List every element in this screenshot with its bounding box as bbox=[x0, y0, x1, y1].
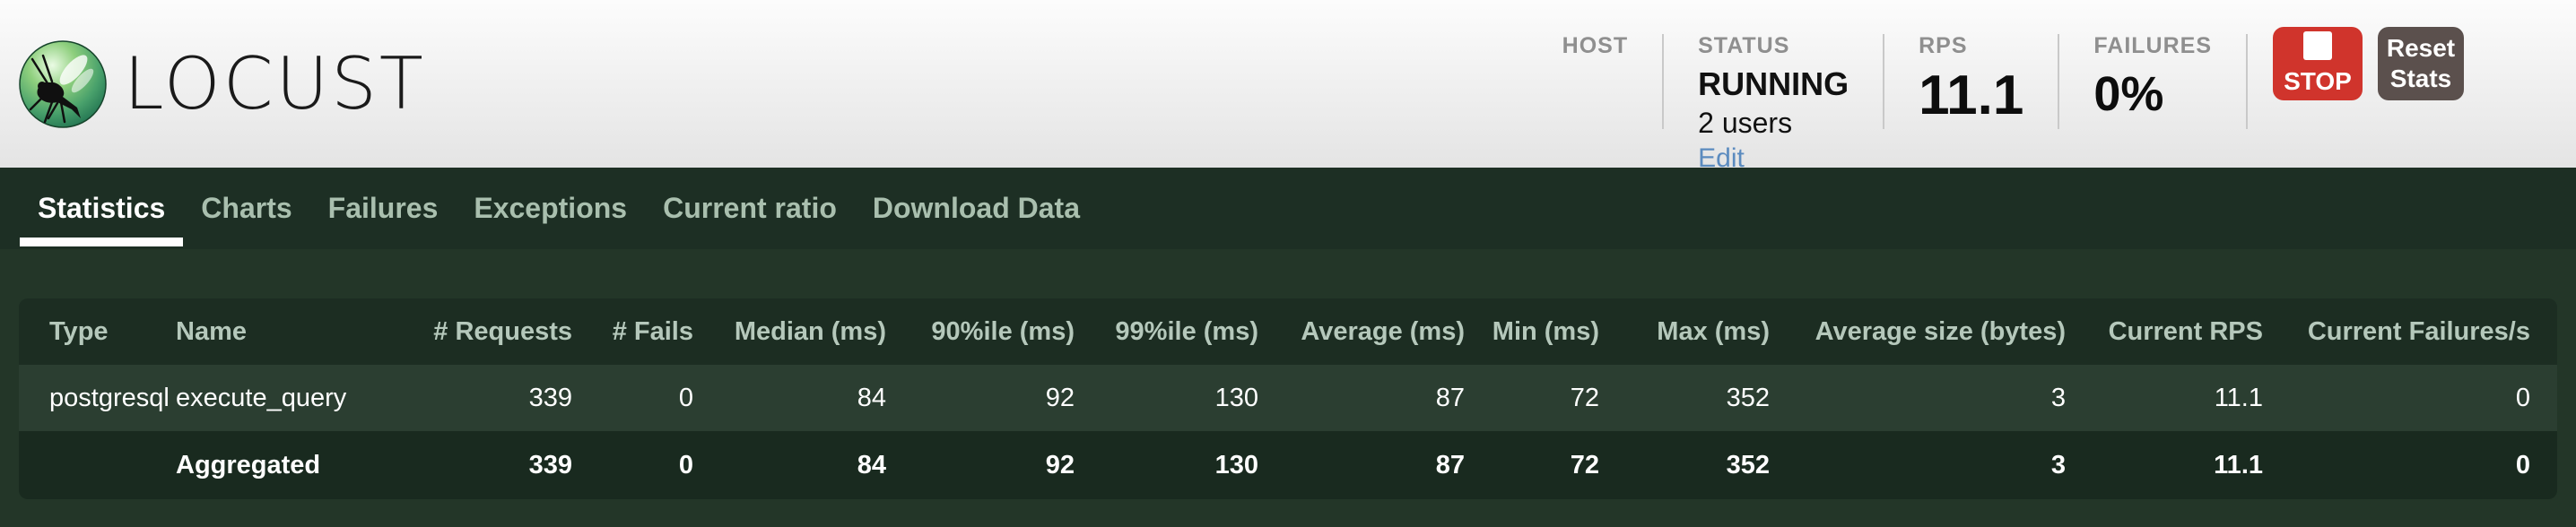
col-header-90ile[interactable]: 90%ile (ms) bbox=[902, 298, 1091, 365]
user-count: 2 users bbox=[1698, 107, 1793, 140]
stats-table-container: Type Name # Requests # Fails Median (ms)… bbox=[19, 298, 2557, 499]
col-header-avg-size[interactable]: Average size (bytes) bbox=[1786, 298, 2082, 365]
host-label: HOST bbox=[1562, 33, 1629, 58]
status-box: STATUS RUNNING 2 users Edit bbox=[1664, 33, 1883, 174]
main-nav: Statistics Charts Failures Exceptions Cu… bbox=[0, 168, 2576, 249]
col-header-name[interactable]: Name bbox=[176, 298, 405, 365]
cell-max: 352 bbox=[1615, 431, 1786, 499]
stop-icon bbox=[2303, 30, 2332, 60]
statistics-page: Type Name # Requests # Fails Median (ms)… bbox=[0, 249, 2576, 527]
cell-name: Aggregated bbox=[176, 431, 405, 499]
tab-exceptions[interactable]: Exceptions bbox=[474, 192, 628, 224]
stats-table: Type Name # Requests # Fails Median (ms)… bbox=[19, 298, 2557, 499]
cell-median: 84 bbox=[709, 365, 902, 431]
cell-current-failures: 0 bbox=[2279, 365, 2557, 431]
col-header-current-failures[interactable]: Current Failures/s bbox=[2279, 298, 2557, 365]
cell-avg-size: 3 bbox=[1786, 365, 2082, 431]
cell-99ile: 130 bbox=[1091, 431, 1275, 499]
cell-99ile: 130 bbox=[1091, 365, 1275, 431]
action-buttons: STOP Reset Stats bbox=[2248, 27, 2464, 100]
rps-label: RPS bbox=[1919, 33, 1968, 58]
cell-type: postgresql bbox=[19, 365, 176, 431]
run-info-panel: HOST STATUS RUNNING 2 users Edit RPS 11.… bbox=[1528, 0, 2576, 173]
col-header-max[interactable]: Max (ms) bbox=[1615, 298, 1786, 365]
locust-logo-link[interactable]: LOCUST bbox=[18, 39, 426, 129]
cell-average: 87 bbox=[1275, 431, 1481, 499]
cell-average: 87 bbox=[1275, 365, 1481, 431]
tab-current-ratio[interactable]: Current ratio bbox=[663, 192, 837, 224]
cell-name: execute_query bbox=[176, 365, 405, 431]
failures-value: 0% bbox=[2093, 66, 2164, 121]
cell-avg-size: 3 bbox=[1786, 431, 2082, 499]
col-header-type[interactable]: Type bbox=[19, 298, 176, 365]
cell-requests: 339 bbox=[405, 431, 588, 499]
col-header-99ile[interactable]: 99%ile (ms) bbox=[1091, 298, 1275, 365]
cell-fails: 0 bbox=[588, 431, 709, 499]
tab-failures[interactable]: Failures bbox=[327, 192, 439, 224]
rps-box: RPS 11.1 bbox=[1884, 33, 2058, 126]
tab-charts[interactable]: Charts bbox=[201, 192, 292, 224]
divider bbox=[2246, 34, 2248, 129]
table-header-row: Type Name # Requests # Fails Median (ms)… bbox=[19, 298, 2557, 365]
cell-requests: 339 bbox=[405, 365, 588, 431]
cell-fails: 0 bbox=[588, 365, 709, 431]
cell-90ile: 92 bbox=[902, 365, 1091, 431]
cell-current-failures: 0 bbox=[2279, 431, 2557, 499]
cell-current-rps: 11.1 bbox=[2082, 431, 2279, 499]
col-header-average[interactable]: Average (ms) bbox=[1275, 298, 1481, 365]
cell-min: 72 bbox=[1481, 365, 1615, 431]
reset-stats-label: Reset Stats bbox=[2386, 34, 2456, 92]
col-header-median[interactable]: Median (ms) bbox=[709, 298, 902, 365]
edit-users-link[interactable]: Edit bbox=[1698, 143, 1745, 173]
col-header-current-rps[interactable]: Current RPS bbox=[2082, 298, 2279, 365]
cell-type bbox=[19, 431, 176, 499]
divider bbox=[1662, 34, 1665, 129]
table-row: postgresql execute_query 339 0 84 92 130… bbox=[19, 365, 2557, 431]
failures-label: FAILURES bbox=[2093, 33, 2212, 58]
divider bbox=[2058, 34, 2060, 129]
locust-logo-icon bbox=[19, 39, 107, 128]
cell-current-rps: 11.1 bbox=[2082, 365, 2279, 431]
stop-button-label: STOP bbox=[2284, 66, 2352, 95]
stop-button[interactable]: STOP bbox=[2273, 27, 2363, 100]
cell-90ile: 92 bbox=[902, 431, 1091, 499]
col-header-fails[interactable]: # Fails bbox=[588, 298, 709, 365]
cell-median: 84 bbox=[709, 431, 902, 499]
status-label: STATUS bbox=[1698, 33, 1790, 58]
cell-max: 352 bbox=[1615, 365, 1786, 431]
host-box: HOST bbox=[1528, 33, 1662, 59]
status-value: RUNNING bbox=[1698, 65, 1849, 102]
col-header-min[interactable]: Min (ms) bbox=[1481, 298, 1615, 365]
top-header: LOCUST HOST STATUS RUNNING 2 users Edit … bbox=[0, 0, 2576, 173]
col-header-requests[interactable]: # Requests bbox=[405, 298, 588, 365]
brand-title: LOCUST bbox=[124, 41, 426, 125]
cell-min: 72 bbox=[1481, 431, 1615, 499]
rps-value: 11.1 bbox=[1919, 64, 2024, 126]
failures-box: FAILURES 0% bbox=[2059, 33, 2246, 121]
tab-statistics[interactable]: Statistics bbox=[20, 168, 184, 249]
divider bbox=[1883, 34, 1885, 129]
reset-stats-button[interactable]: Reset Stats bbox=[2378, 27, 2464, 100]
tab-download-data[interactable]: Download Data bbox=[872, 192, 1080, 224]
aggregated-row: Aggregated 339 0 84 92 130 87 72 352 3 1… bbox=[19, 431, 2557, 499]
